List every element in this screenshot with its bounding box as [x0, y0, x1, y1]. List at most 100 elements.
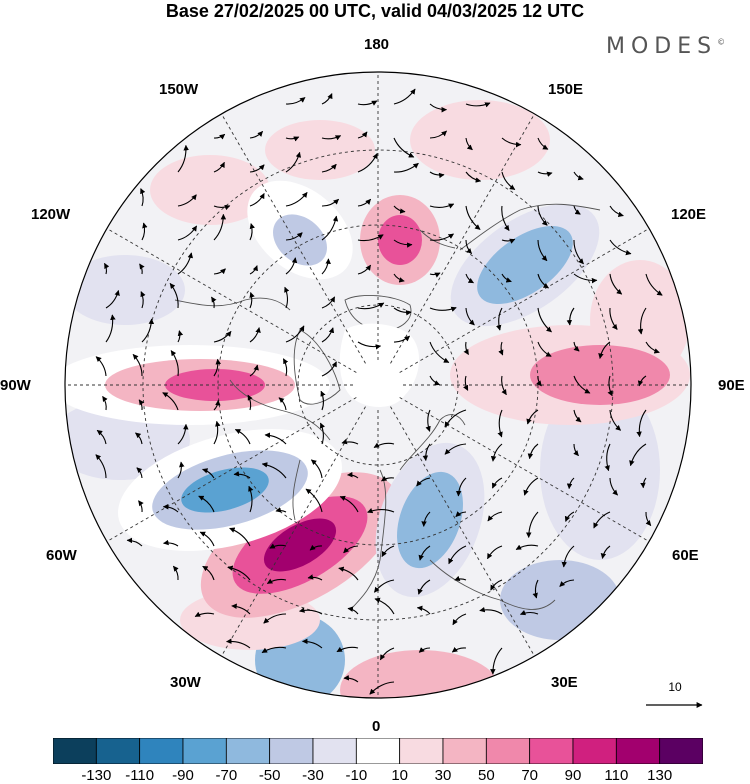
wind-vector [321, 198, 340, 207]
wind-vector [177, 252, 194, 275]
wind-vector [104, 262, 110, 275]
lon-label-60w: 60W [46, 547, 77, 564]
wind-vector [343, 545, 359, 554]
wind-vector [487, 511, 503, 522]
wind-vector [285, 151, 302, 173]
wind-vector [607, 375, 613, 397]
wind-vector [444, 443, 467, 455]
wind-vector [357, 100, 378, 106]
brand-name: MODES [606, 34, 718, 59]
wind-vector [501, 238, 516, 244]
wind-vector [305, 488, 323, 513]
wind-vector [347, 606, 359, 615]
lon-label-150e: 150E [548, 81, 584, 98]
colorbar-label: 110 [604, 767, 629, 784]
wind-vector [357, 234, 384, 242]
wind-vector [645, 511, 652, 527]
colorbar-swatch [225, 738, 271, 764]
wind-vector [285, 136, 300, 142]
wind-vector [455, 511, 467, 517]
wind-vector [299, 607, 323, 615]
anomaly-patch [340, 650, 500, 698]
wind-vector [490, 647, 503, 675]
colorbar-label: 30 [434, 767, 452, 784]
wind-vector [527, 443, 539, 460]
wind-vector [229, 527, 251, 547]
wind-vector [393, 273, 405, 283]
wind-vector [95, 356, 107, 377]
wind-vector [141, 318, 155, 343]
wind-vector [501, 375, 507, 396]
north-atlantic-positive-contour [263, 518, 337, 572]
wind-vector [573, 341, 580, 352]
wind-vector [213, 399, 221, 411]
wind-vector [177, 330, 184, 343]
colorbar-swatch [53, 738, 97, 764]
colorbar-label: 90 [564, 767, 582, 784]
wind-vector [357, 341, 382, 350]
wind-vector [593, 511, 611, 529]
wind-vector [463, 341, 469, 355]
wind-vector [609, 205, 624, 217]
wind-vector [454, 575, 467, 581]
modes-logo: MODES© [606, 34, 725, 59]
wind-vector [373, 442, 395, 448]
wind-vector [172, 565, 179, 581]
wind-vector [343, 675, 359, 683]
wind-vector [609, 239, 632, 256]
wind-vector [537, 137, 549, 150]
wind-vector [249, 291, 255, 309]
wind-vector [465, 102, 491, 108]
wind-vector [163, 539, 179, 547]
colorbar-label: 10 [391, 767, 408, 784]
wind-vector [264, 432, 287, 445]
wind-vector [282, 358, 289, 377]
wind-vector [448, 545, 467, 565]
wind-vector [537, 171, 553, 177]
wind-vector [320, 390, 326, 411]
wind-vector [566, 307, 575, 326]
lon-label-120e: 120E [671, 206, 707, 223]
wind-vector [321, 361, 337, 377]
wind-vector [140, 291, 146, 309]
wind-vector [497, 409, 503, 438]
wind-vector [381, 475, 395, 482]
wind-vector [141, 222, 148, 241]
colorbar-swatch [269, 738, 314, 764]
wind-vector [491, 477, 503, 489]
wind-vector [346, 471, 359, 479]
colorbar-swatch [139, 738, 184, 764]
wind-vector [177, 194, 197, 207]
wind-vector [321, 327, 335, 343]
wind-vector [213, 133, 226, 140]
wind-vector [536, 375, 542, 387]
wind-vector [321, 163, 337, 173]
wind-vector [310, 459, 323, 479]
wind-vector [564, 511, 575, 522]
wind-vector [429, 341, 450, 363]
anomaly-patch [150, 155, 270, 225]
colorbar-swatch [95, 738, 141, 764]
colorbar-label: -70 [215, 767, 238, 784]
wind-vector [321, 296, 336, 309]
colorbar-swatch [399, 738, 444, 764]
wind-vector [213, 213, 227, 241]
colorbar-swatch [529, 738, 574, 764]
wind-vector [537, 239, 548, 262]
meridian-line [390, 113, 535, 364]
wind-vector [136, 467, 143, 479]
wind-vector [139, 263, 145, 275]
lon-label-30w: 30W [170, 674, 201, 691]
wind-vector [537, 307, 552, 333]
central-asia-positive-contour [530, 345, 670, 405]
wind-vector [357, 153, 378, 173]
wind-vector [266, 578, 287, 584]
wind-vector [418, 545, 431, 561]
colorbar-swatch [442, 738, 487, 764]
wind-vector [417, 579, 431, 595]
colorbar-label: 130 [647, 767, 673, 784]
map-boundary [64, 71, 692, 699]
wind-vector [393, 205, 406, 214]
wind-vector [233, 471, 251, 479]
